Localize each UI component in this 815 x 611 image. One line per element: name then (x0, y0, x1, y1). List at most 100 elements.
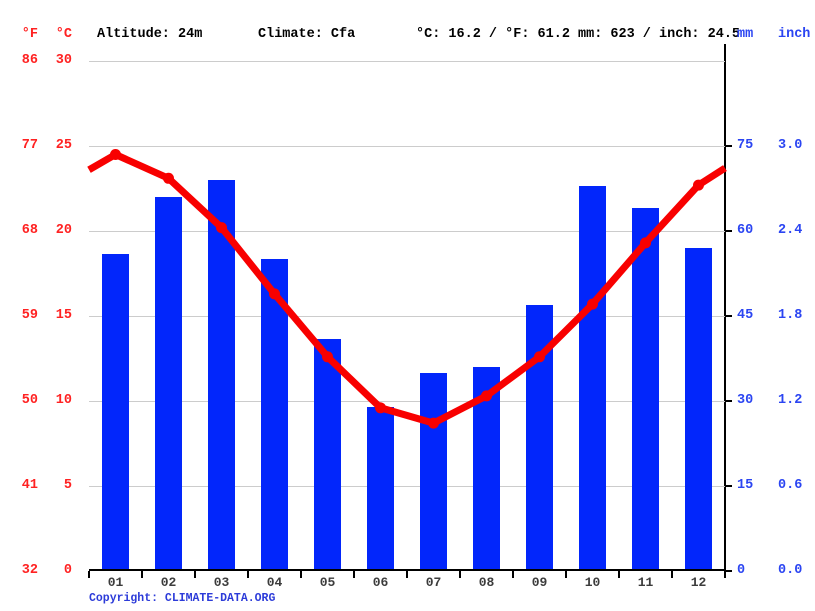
x-axis-tick (141, 571, 143, 578)
inch-axis-header: inch (778, 27, 811, 42)
gridline (89, 60, 725, 62)
fahrenheit-axis-header: °F (21, 27, 38, 42)
altitude-label: Altitude: 24m (97, 27, 203, 42)
temperature-point (640, 237, 651, 249)
temperature-point (163, 172, 174, 184)
temp-tick-c: 20 (55, 223, 72, 238)
x-axis-tick (618, 571, 620, 578)
precip-tick-mm: 30 (737, 393, 754, 408)
temp-tick-c: 0 (63, 563, 72, 578)
precip-tick-mm: 60 (737, 223, 754, 238)
mm-axis-header: mm (737, 27, 754, 42)
temp-tick-f: 59 (21, 308, 38, 323)
precipitation-bar (155, 197, 182, 571)
precipitation-bar (685, 248, 712, 571)
precip-tick-inch: 0.0 (778, 563, 803, 578)
month-label: 11 (637, 575, 654, 590)
precip-axis-tick (726, 145, 732, 147)
temp-tick-c: 5 (63, 478, 72, 493)
month-label: 03 (213, 575, 230, 590)
precipitation-bar (579, 185, 606, 571)
temperature-point (693, 179, 704, 191)
precip-tick-inch: 2.4 (778, 223, 803, 238)
temperature-polyline (87, 151, 727, 427)
temp-tick-f: 77 (21, 138, 38, 153)
gridline (89, 315, 725, 317)
x-axis-tick (88, 571, 90, 578)
precip-tick-inch: 1.2 (778, 393, 803, 408)
precip-tick-inch: 1.8 (778, 308, 803, 323)
x-axis-tick (459, 571, 461, 578)
climate-chart-plot-area (87, 60, 727, 571)
gridline (89, 145, 725, 147)
temperature-point (110, 149, 121, 160)
temperature-point (481, 390, 492, 402)
precip-axis-tick (726, 230, 732, 232)
precip-tick-mm: 45 (737, 308, 754, 323)
temperature-point (269, 288, 280, 300)
month-label: 10 (584, 575, 601, 590)
precip-tick-mm: 75 (737, 138, 754, 153)
x-axis-tick (671, 571, 673, 578)
precip-axis-tick (726, 485, 732, 487)
precip-tick-mm: 15 (737, 478, 754, 493)
month-label: 09 (531, 575, 548, 590)
precipitation-bar (102, 253, 129, 571)
gridline (89, 400, 725, 402)
copyright-link[interactable]: CLIMATE-DATA.ORG (164, 592, 276, 605)
precipitation-bar (208, 180, 235, 571)
month-label: 02 (160, 575, 177, 590)
x-axis-tick (300, 571, 302, 578)
celsius-axis-header: °C (55, 27, 72, 42)
annual-precipitation-summary: mm: 623 / inch: 24.5 (578, 27, 741, 42)
temp-tick-c: 25 (55, 138, 72, 153)
temp-tick-c: 30 (55, 53, 72, 68)
precip-axis-tick (726, 400, 732, 402)
x-axis-tick (406, 571, 408, 578)
precipitation-bar (632, 208, 659, 571)
temperature-line (87, 149, 727, 429)
temp-tick-f: 86 (21, 53, 38, 68)
month-label: 06 (372, 575, 389, 590)
x-axis-tick (512, 571, 514, 578)
precip-tick-inch: 0.6 (778, 478, 803, 493)
x-axis-tick (724, 571, 726, 578)
temperature-point (322, 351, 333, 363)
month-label: 07 (425, 575, 442, 590)
temp-tick-f: 50 (21, 393, 38, 408)
temperature-point (587, 298, 598, 310)
temp-tick-c: 15 (55, 308, 72, 323)
month-label: 08 (478, 575, 495, 590)
temp-tick-f: 32 (21, 563, 38, 578)
temperature-point (428, 417, 439, 429)
gridline (89, 230, 725, 232)
temp-tick-c: 10 (55, 393, 72, 408)
annual-temperature-summary: °C: 16.2 / °F: 61.2 (416, 27, 570, 42)
gridline (89, 485, 725, 487)
precipitation-bar (261, 259, 288, 571)
month-label: 01 (107, 575, 124, 590)
copyright-prefix: Copyright: (89, 592, 165, 605)
precipitation-bar (367, 406, 394, 571)
precipitation-bar (314, 338, 341, 571)
precipitation-axis (724, 44, 726, 571)
temperature-point (216, 222, 227, 234)
precip-axis-tick (726, 570, 732, 572)
x-axis-tick (353, 571, 355, 578)
precip-tick-mm: 0 (737, 563, 746, 578)
x-axis-tick (247, 571, 249, 578)
copyright-label: Copyright: CLIMATE-DATA.ORG (89, 592, 275, 606)
month-label: 12 (690, 575, 707, 590)
temp-tick-f: 68 (21, 223, 38, 238)
x-axis-tick (194, 571, 196, 578)
precip-axis-tick (726, 315, 732, 317)
temperature-point (534, 351, 545, 363)
climate-classification-label: Climate: Cfa (258, 27, 356, 42)
month-label: 05 (319, 575, 336, 590)
month-label: 04 (266, 575, 283, 590)
temperature-point (375, 402, 386, 414)
x-axis (89, 569, 725, 571)
x-axis-tick (565, 571, 567, 578)
precip-tick-inch: 3.0 (778, 138, 803, 153)
precipitation-bar (420, 372, 447, 571)
